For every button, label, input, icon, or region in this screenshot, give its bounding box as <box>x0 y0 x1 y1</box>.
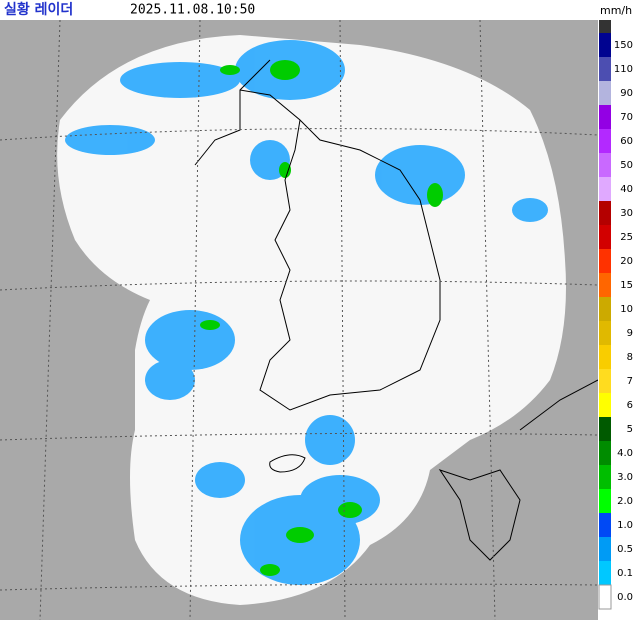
legend-swatch <box>599 297 611 321</box>
legend-label: 1.0 <box>617 520 633 531</box>
unit-label: mm/h <box>600 4 632 17</box>
legend-swatch <box>599 513 611 537</box>
legend-swatch <box>599 417 611 441</box>
legend-swatch <box>599 393 611 417</box>
legend-label: 40 <box>620 184 633 195</box>
legend-label: 60 <box>620 136 633 147</box>
legend-label: 15 <box>620 280 633 291</box>
legend-swatch <box>599 129 611 153</box>
legend-label: 20 <box>620 256 633 267</box>
legend-swatch <box>599 273 611 297</box>
legend-swatch <box>599 537 611 561</box>
legend-label: 0.1 <box>617 568 633 579</box>
legend-label: 4.0 <box>617 448 633 459</box>
legend-label: 9 <box>627 328 633 339</box>
map <box>0 20 598 620</box>
legend-label: 6 <box>627 400 633 411</box>
legend-swatch <box>599 441 611 465</box>
legend-label: 7 <box>627 376 633 387</box>
legend-label: 150 <box>614 40 633 51</box>
legend-swatch <box>599 57 611 81</box>
legend-swatch <box>599 177 611 201</box>
legend-swatch <box>599 321 611 345</box>
legend-label: 50 <box>620 160 633 171</box>
legend-label: 10 <box>620 304 633 315</box>
legend-label: 3.0 <box>617 472 633 483</box>
legend-label: 30 <box>620 208 633 219</box>
legend-swatch <box>599 81 611 105</box>
legend-swatch <box>599 201 611 225</box>
legend-top-band <box>599 20 611 33</box>
legend-swatch <box>599 489 611 513</box>
legend-label: 110 <box>614 64 633 75</box>
legend-swatch <box>599 153 611 177</box>
legend-label: 8 <box>627 352 633 363</box>
legend-label: 5 <box>627 424 633 435</box>
legend-label: 70 <box>620 112 633 123</box>
legend-swatch <box>599 561 611 585</box>
legend-swatch <box>599 345 611 369</box>
legend-swatch <box>599 465 611 489</box>
title: 실황 레이더 <box>4 1 73 18</box>
legend-label: 2.0 <box>617 496 633 507</box>
legend-swatch <box>598 584 612 610</box>
legend-swatch <box>599 225 611 249</box>
timestamp: 2025.11.08.10:50 <box>130 3 255 18</box>
legend-label: 25 <box>620 232 633 243</box>
legend-swatch <box>599 105 611 129</box>
legend-label: 0.5 <box>617 544 633 555</box>
legend-swatch <box>599 249 611 273</box>
legend-swatch <box>599 33 611 57</box>
legend-swatch <box>599 369 611 393</box>
grid-lines <box>0 20 598 620</box>
legend-label: 90 <box>620 88 633 99</box>
header-bar <box>0 0 635 20</box>
legend: 150 110 90 70 60 50 40 30 25 20 15 10 9 8 7 6 5 4.0 3.0 2.0… <box>598 33 633 610</box>
legend-label: 0.0 <box>617 592 633 603</box>
